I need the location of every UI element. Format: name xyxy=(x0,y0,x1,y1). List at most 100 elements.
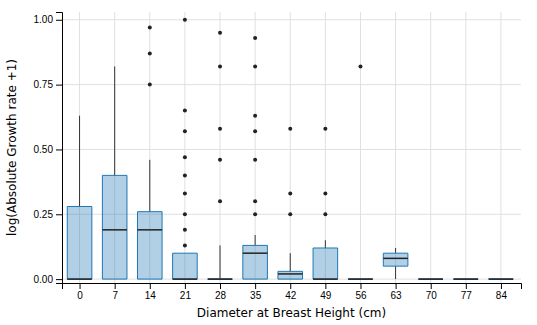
tick-mark xyxy=(325,283,326,289)
tick-label: 1.00 xyxy=(34,14,54,25)
tick-mark xyxy=(150,283,151,289)
tick-mark xyxy=(80,283,81,289)
tick-label: 63 xyxy=(391,290,403,301)
median xyxy=(67,278,92,280)
tick-label: 0.50 xyxy=(34,144,54,155)
tick-mark xyxy=(501,283,502,289)
chart: 0714212835424956637077840.000.250.500.75… xyxy=(0,0,537,325)
box xyxy=(243,245,268,279)
tick: 35 xyxy=(250,283,262,301)
box xyxy=(173,253,198,279)
tick-mark xyxy=(360,283,361,289)
tick-label: 0 xyxy=(77,290,83,301)
outlier xyxy=(288,192,292,196)
tick-label: 35 xyxy=(250,290,262,301)
outlier xyxy=(288,212,292,216)
grid-line xyxy=(325,12,326,283)
grid-line xyxy=(184,12,185,283)
median xyxy=(102,229,127,231)
median xyxy=(137,229,162,231)
x-axis-title: Diameter at Breast Height (cm) xyxy=(197,306,386,320)
grid-line xyxy=(360,12,361,283)
tick: 70 xyxy=(426,283,438,301)
box xyxy=(348,279,373,280)
tick: 1.00 xyxy=(34,14,62,25)
y-axis-title: log(Absolute Growth rate +1) xyxy=(5,59,19,236)
whisker-low xyxy=(395,266,396,279)
tick-mark xyxy=(431,283,432,289)
box xyxy=(278,271,303,279)
box-group xyxy=(383,248,408,279)
outlier xyxy=(148,26,152,30)
grid-line xyxy=(62,19,521,20)
box-group xyxy=(278,127,303,279)
y-axis: 0.00 0.25 0.50 0.75 1.00 xyxy=(34,13,63,285)
tick-label: 0.25 xyxy=(34,209,54,220)
median xyxy=(418,278,443,280)
tick: 0 xyxy=(77,283,83,301)
tick-mark xyxy=(396,283,397,289)
median xyxy=(173,278,198,280)
box-group xyxy=(418,279,443,280)
whisker-high xyxy=(79,116,80,207)
median xyxy=(278,273,303,275)
outlier xyxy=(183,173,187,177)
median xyxy=(348,278,373,280)
box xyxy=(67,206,92,279)
box-group xyxy=(173,18,198,279)
outlier xyxy=(183,243,187,247)
box-group xyxy=(348,64,373,279)
outlier xyxy=(253,199,257,203)
tick: 14 xyxy=(145,283,157,301)
whisker-high xyxy=(290,253,291,271)
tick: 0.00 xyxy=(34,274,62,285)
tick-mark xyxy=(220,283,221,289)
tick-label: 0.00 xyxy=(34,274,54,285)
tick-label: 0.75 xyxy=(34,79,54,90)
outlier xyxy=(218,199,222,203)
box-group xyxy=(243,36,268,279)
box-group xyxy=(489,279,514,280)
tick-label: 49 xyxy=(320,290,332,301)
tick-label: 84 xyxy=(496,290,508,301)
tick-mark xyxy=(56,214,62,215)
box xyxy=(418,279,443,280)
tick: 0.25 xyxy=(34,209,62,220)
outlier xyxy=(148,83,152,87)
tick: 49 xyxy=(320,283,332,301)
outlier xyxy=(323,212,327,216)
tick-mark xyxy=(56,20,62,21)
tick-mark xyxy=(185,283,186,289)
axis-line xyxy=(63,284,522,290)
axis-line xyxy=(56,13,63,284)
grid-line xyxy=(465,12,466,283)
box-group xyxy=(67,116,92,279)
tick-mark xyxy=(115,283,116,289)
tick-mark xyxy=(466,283,467,289)
grid-line xyxy=(395,12,396,283)
outlier xyxy=(183,155,187,159)
grid-line xyxy=(62,149,521,150)
median xyxy=(208,278,233,280)
tick: 42 xyxy=(285,283,297,301)
outlier xyxy=(253,36,257,40)
outlier xyxy=(183,18,187,22)
outlier xyxy=(288,127,292,131)
whisker-high xyxy=(325,240,326,248)
box-group xyxy=(454,279,479,280)
tick-label: 70 xyxy=(426,290,438,301)
tick-mark xyxy=(56,279,62,280)
tick: 0.50 xyxy=(34,144,62,155)
median xyxy=(489,278,514,280)
outlier xyxy=(183,228,187,232)
box-group xyxy=(208,31,233,279)
box xyxy=(454,279,479,280)
whisker-high xyxy=(220,245,221,279)
outlier xyxy=(218,64,222,68)
box-group xyxy=(102,66,127,279)
grid-line xyxy=(255,12,256,283)
tick: 84 xyxy=(496,283,508,301)
whisker-high xyxy=(255,235,256,245)
outlier xyxy=(323,127,327,131)
tick-mark xyxy=(290,283,291,289)
